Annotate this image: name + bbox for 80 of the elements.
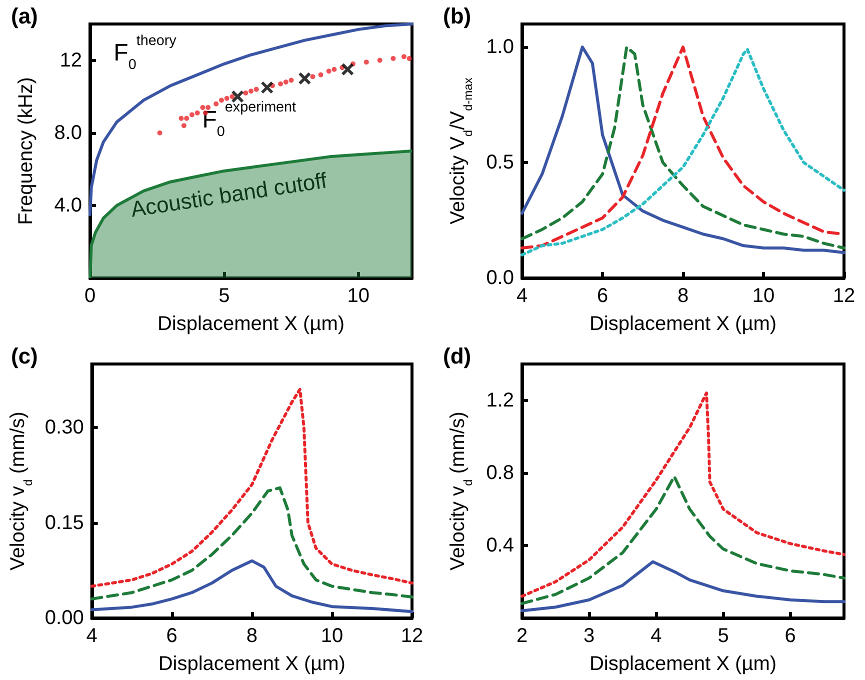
point	[243, 90, 248, 96]
y-tick-label: 0.0	[486, 267, 514, 289]
point	[341, 62, 354, 76]
x-tick-label: 10	[347, 285, 370, 307]
x-axis-title: Displacement X (µm)	[589, 313, 777, 335]
x-tick-label: 10	[752, 285, 775, 307]
line-series	[520, 392, 846, 598]
point	[194, 110, 200, 116]
point	[248, 88, 254, 94]
x-tick-label: 6	[784, 625, 796, 647]
x-tick-label: 2	[516, 625, 528, 647]
y-axis-title: Velocity Vd/Vd-max	[447, 78, 475, 224]
chart-title: (c)	[11, 344, 38, 368]
point	[390, 56, 396, 61]
x-tick-label: 3	[584, 625, 595, 647]
y-tick-label: 0.30	[44, 416, 84, 438]
point	[218, 98, 224, 103]
line-series	[90, 388, 414, 588]
point	[214, 101, 219, 106]
line-series	[520, 560, 846, 612]
point	[278, 81, 284, 86]
y-tick-label: 0.8	[486, 462, 514, 484]
y-tick-label: 12	[60, 49, 82, 72]
point	[189, 112, 194, 118]
point	[254, 86, 259, 92]
point	[206, 104, 211, 110]
y-tick-label: 1.2	[486, 389, 514, 412]
point	[178, 116, 184, 121]
y-tick-label: 4.0	[54, 194, 82, 216]
y-tick-label: 0.00	[44, 607, 84, 629]
x-axis-title: Displacement X (µm)	[589, 653, 777, 675]
x-tick-label: 4	[86, 625, 98, 647]
point	[377, 58, 382, 63]
y-axis-title: Velocity vd (mm/s)	[7, 412, 35, 570]
x-tick-label: 6	[596, 285, 608, 307]
line-series	[520, 474, 846, 605]
point	[326, 68, 332, 74]
x-tick-label: 4	[650, 625, 662, 647]
point	[200, 104, 206, 110]
point	[283, 80, 288, 85]
y-tick-label: 0.5	[486, 152, 514, 174]
point	[288, 78, 294, 83]
point	[224, 96, 230, 101]
point	[401, 54, 406, 60]
x-axis-title: Displacement X (µm)	[157, 313, 345, 335]
x-tick-label: 8	[246, 625, 258, 647]
x-tick-label: 10	[320, 625, 344, 647]
point	[310, 74, 316, 80]
series-label: Acoustic band cutoff	[129, 168, 330, 222]
x-axis-title: Displacement X (µm)	[158, 653, 346, 675]
x-tick-label: 12	[400, 625, 424, 647]
point	[332, 66, 337, 72]
point	[260, 81, 274, 94]
line-series	[88, 22, 414, 216]
line-series	[90, 559, 414, 614]
y-axis-title: Frequency (kHz)	[15, 77, 37, 225]
x-tick-label: 6	[166, 625, 178, 647]
chart-title: (d)	[443, 344, 472, 368]
y-axis-title: Velocity vd (mm/s)	[447, 412, 475, 570]
x-tick-label: 5	[718, 625, 729, 647]
chart-title: (a)	[11, 4, 38, 28]
y-tick-label: 1.0	[486, 36, 514, 58]
x-tick-label: 12	[832, 285, 856, 307]
point	[298, 72, 312, 85]
point	[184, 116, 190, 121]
x-tick-label: 0	[84, 285, 96, 307]
line-series	[90, 486, 414, 600]
x-tick-label: 5	[218, 285, 230, 307]
point	[157, 130, 162, 136]
y-tick-label: 0.4	[486, 534, 514, 556]
y-tick-label: 0.15	[44, 512, 84, 534]
point	[181, 123, 186, 128]
chart-title: (b)	[443, 4, 472, 28]
point	[230, 94, 235, 100]
point	[364, 60, 369, 65]
point	[406, 56, 412, 61]
x-tick-label: 8	[677, 285, 689, 307]
x-tick-label: 4	[516, 285, 528, 307]
y-tick-label: 8.0	[54, 122, 82, 144]
point	[318, 72, 324, 78]
